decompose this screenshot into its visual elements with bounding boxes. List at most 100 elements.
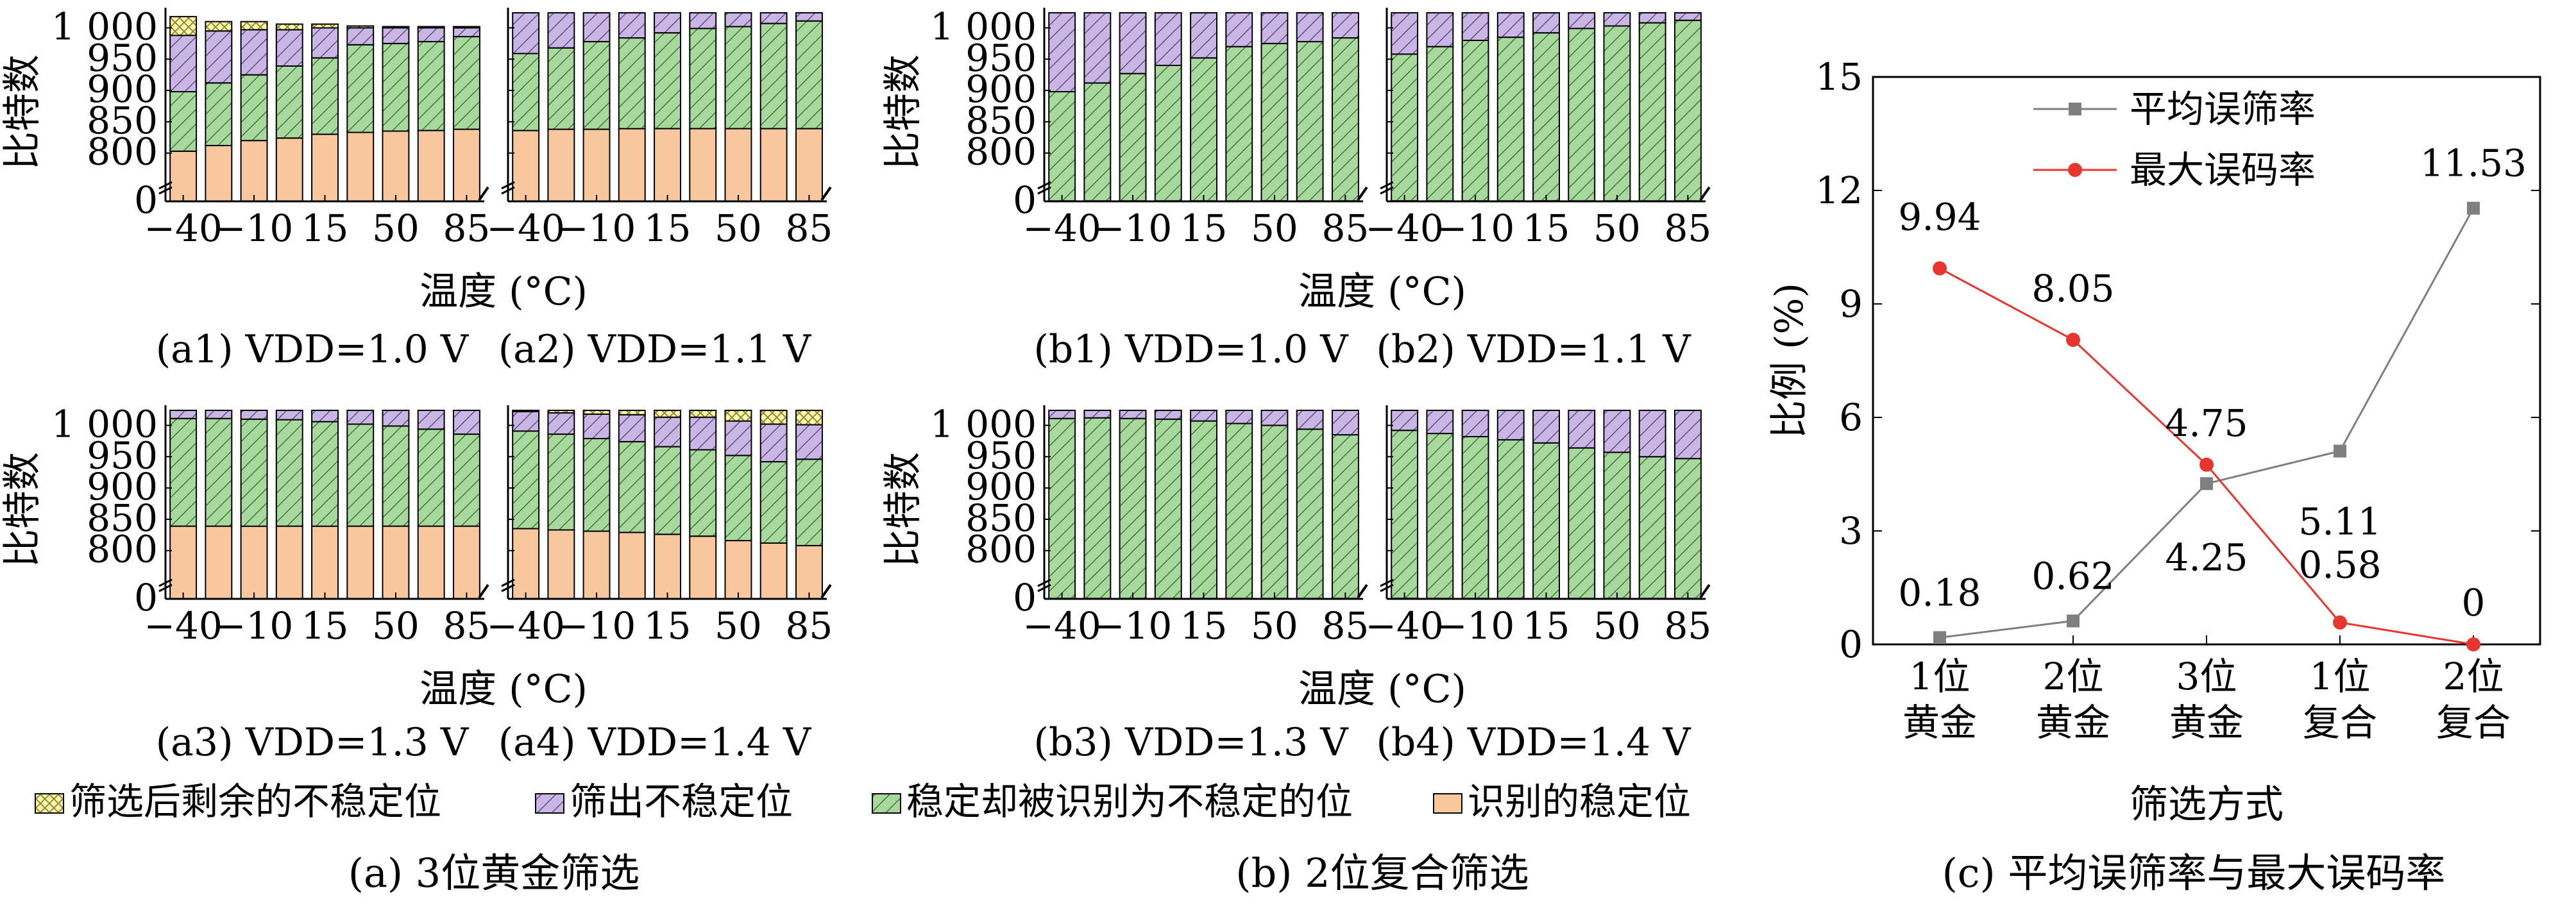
marker-c-1-1 <box>2066 333 2080 348</box>
bar-segment-a4-8-1 <box>795 458 823 546</box>
y-tick-label-b3-2: 900 <box>965 465 1037 508</box>
bar-segment-a1-5-2 <box>346 27 375 46</box>
bar-segment-a2-6-2 <box>724 12 752 28</box>
x-label-a-top: 温度 (°C) <box>419 269 588 314</box>
bar-panel-b2: −40−10 15 50 85 (b2) VDD=1.1 V <box>1365 8 1711 372</box>
series-line-c-1 <box>1939 267 2474 646</box>
x-tick-label-c-3-1: 复合 <box>2303 701 2377 744</box>
marker-c-0-3 <box>2334 444 2346 458</box>
bar-segment-b2-5-1 <box>1568 28 1596 202</box>
bar-segment-a1-8-2 <box>453 27 480 38</box>
bar-segment-b3-5-2 <box>1225 410 1253 424</box>
bar-segment-a3-8-0 <box>453 525 480 600</box>
x-tick-label-b3-4: 85 <box>1321 604 1369 648</box>
bar-segment-a3-5-1 <box>346 423 375 527</box>
bar-segment-a2-2-0 <box>582 128 611 203</box>
bar-segment-b1-4-1 <box>1190 57 1217 202</box>
x-label-b-top: 温度 (°C) <box>1298 269 1466 314</box>
y-tick-label-b3-3: 850 <box>965 496 1037 540</box>
bar-segment-b1-5-1 <box>1225 46 1253 202</box>
marker-c-0-1 <box>2067 614 2080 628</box>
data-label-c-0-3: 5.11 <box>2298 500 2381 544</box>
bar-segment-b4-5-1 <box>1568 447 1596 600</box>
y-tick-label-b1-0: 1 000 <box>930 4 1037 48</box>
axis-break-left-a3 <box>158 578 173 592</box>
x-tick-label-a1-3: 50 <box>372 206 419 250</box>
bar-segment-a4-5-0 <box>689 535 717 600</box>
bar-segment-b3-2-1 <box>1119 417 1147 600</box>
bar-segment-a2-2-2 <box>582 12 611 42</box>
legend-marker-c-0 <box>2069 103 2081 115</box>
x-tick-label-b3-1: −10 <box>1094 604 1172 648</box>
bar-segment-a3-8-1 <box>453 433 480 527</box>
y-tick-label-a3-0: 1 000 <box>51 402 158 446</box>
bar-segment-a1-4-2 <box>311 27 339 59</box>
x-tick-label-b2-0: −40 <box>1365 206 1443 250</box>
legend-swatch-stable-mis <box>872 793 901 814</box>
bar-segment-a1-2-0 <box>240 140 268 202</box>
marker-c-1-0 <box>1933 261 1947 276</box>
bar-segment-a2-6-1 <box>724 26 752 130</box>
bar-segment-a1-0-3 <box>169 15 198 37</box>
legend-label-residual: 筛选后剩余的不稳定位 <box>69 780 441 823</box>
marker-c-1-4 <box>2466 637 2480 651</box>
bar-segment-b1-0-1 <box>1048 91 1076 202</box>
x-tick-label-a4-0: −40 <box>486 604 564 648</box>
bar-segment-a3-4-2 <box>311 410 339 423</box>
bar-segment-b4-4-2 <box>1532 410 1561 444</box>
bar-segment-b2-1-1 <box>1426 46 1454 202</box>
bar-segment-a1-4-0 <box>311 133 339 202</box>
bar-segment-a1-2-2 <box>240 29 268 76</box>
bar-segment-a3-7-1 <box>417 428 445 527</box>
bar-segment-b3-4-2 <box>1190 410 1217 422</box>
bar-segment-b1-4-2 <box>1190 12 1217 59</box>
bar-segment-b4-2-1 <box>1461 436 1489 600</box>
bar-segment-b1-6-2 <box>1260 12 1289 44</box>
bar-segment-a4-0-3 <box>512 410 540 412</box>
bar-segment-a2-4-1 <box>654 32 681 130</box>
bar-segment-a2-7-0 <box>759 128 788 203</box>
bar-segment-b1-1-2 <box>1083 12 1112 84</box>
data-label-c-1-0: 9.94 <box>1898 196 1981 239</box>
y-tick-label-b1-1: 950 <box>965 36 1037 80</box>
x-tick-label-a2-2: 15 <box>644 206 691 250</box>
x-tick-label-a4-3: 50 <box>715 604 762 648</box>
x-tick-label-c-4-1: 复合 <box>2436 701 2511 744</box>
bar-segment-b4-0-2 <box>1391 410 1419 432</box>
bar-segment-a1-1-2 <box>205 30 233 84</box>
bar-segment-b4-8-2 <box>1674 410 1702 460</box>
bar-segment-b3-8-1 <box>1332 434 1359 600</box>
bar-segment-a1-2-3 <box>240 21 268 31</box>
y-tick-label-b1-4: 800 <box>965 130 1037 174</box>
x-tick-label-a1-0: −40 <box>144 206 222 250</box>
y-tick-label-a3-3: 850 <box>87 496 158 540</box>
x-tick-label-c-0-1: 黄金 <box>1902 701 1977 744</box>
bar-segment-a2-3-0 <box>618 128 646 203</box>
bar-segment-a2-4-0 <box>654 128 681 203</box>
bar-segment-b1-8-1 <box>1332 37 1359 202</box>
bar-segment-a4-2-3 <box>582 410 611 415</box>
legend-label-stable-mis: 稳定却被识别为不稳定的位 <box>906 780 1353 823</box>
sub-caption-a3: (a3) VDD=1.3 V <box>156 720 470 765</box>
bar-segment-a3-7-2 <box>417 410 445 430</box>
bar-segment-a3-8-2 <box>453 410 480 435</box>
marker-c-1-2 <box>2199 457 2214 472</box>
marker-c-0-4 <box>2467 201 2480 215</box>
bar-panel-b4: −40−10 15 50 85 (b4) VDD=1.4 V <box>1365 405 1711 765</box>
bar-segment-b4-6-2 <box>1603 410 1631 453</box>
x-tick-label-b2-3: 50 <box>1593 206 1641 250</box>
bar-segment-a4-2-1 <box>582 437 611 532</box>
x-tick-label-a4-1: −10 <box>557 604 636 648</box>
x-tick-label-a2-0: −40 <box>486 206 564 250</box>
legend-label-c-0: 平均误筛率 <box>2130 87 2316 131</box>
bar-segment-b2-7-2 <box>1638 12 1666 24</box>
bar-segment-a4-8-0 <box>795 544 823 600</box>
y-tick-label-c-2: 6 <box>1839 396 1863 439</box>
sub-caption-a1: (a1) VDD=1.0 V <box>156 327 470 372</box>
bar-segment-b2-5-2 <box>1568 12 1596 29</box>
axis-break-left-b3 <box>1037 578 1051 592</box>
bar-segment-b3-0-1 <box>1048 417 1076 600</box>
bar-segment-a1-3-1 <box>275 65 303 139</box>
